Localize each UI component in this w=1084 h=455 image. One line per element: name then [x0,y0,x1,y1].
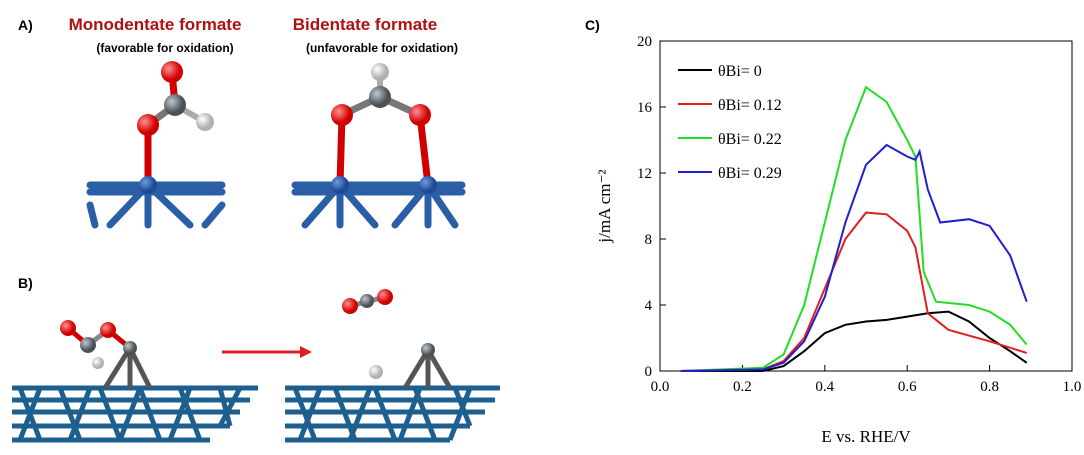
x-axis-label: E vs. RHE/V [821,427,911,446]
y-tick-label: 16 [637,100,653,116]
x-tick-label: 0.8 [980,379,999,395]
surface-slab [12,388,500,440]
panel-title: Bidentate formate [293,15,438,34]
y-tick-label: 8 [645,232,653,248]
y-tick-label: 20 [637,34,652,50]
legend-label: θBi= 0.22 [718,131,782,148]
legend-label: θBi= 0.29 [718,165,782,182]
series-line [681,312,1027,371]
x-tick-label: 0.4 [815,379,834,395]
series-line [681,213,1027,371]
bidentate-molecule [331,63,437,194]
adsorbate-before [60,320,150,388]
panel-label: C) [585,17,600,33]
arrow-head [300,346,312,358]
y-tick-label: 0 [645,364,653,380]
figure: A) Monodentate formate (favorable for ox… [0,0,1084,450]
y-tick-label: 12 [637,166,652,182]
monodentate-molecule [137,61,214,194]
x-tick-label: 0.2 [733,379,752,395]
x-tick-label: 1.0 [1063,379,1082,395]
adsorbate-after [342,289,450,388]
y-axis-label: j/mA cm⁻² [595,169,614,243]
legend-label: θBi= 0 [718,63,762,80]
x-tick-label: 0.6 [898,379,917,395]
panel-note: (unfavorable for oxidation) [306,41,458,55]
legend-label: θBi= 0.12 [718,97,782,114]
panel-title: Monodentate formate [69,15,242,34]
panel-note: (favorable for oxidation) [96,41,233,55]
y-tick-label: 4 [645,298,653,314]
panel-label: A) [18,17,33,33]
panel-label: B) [18,275,33,291]
x-tick-label: 0.0 [651,379,670,395]
